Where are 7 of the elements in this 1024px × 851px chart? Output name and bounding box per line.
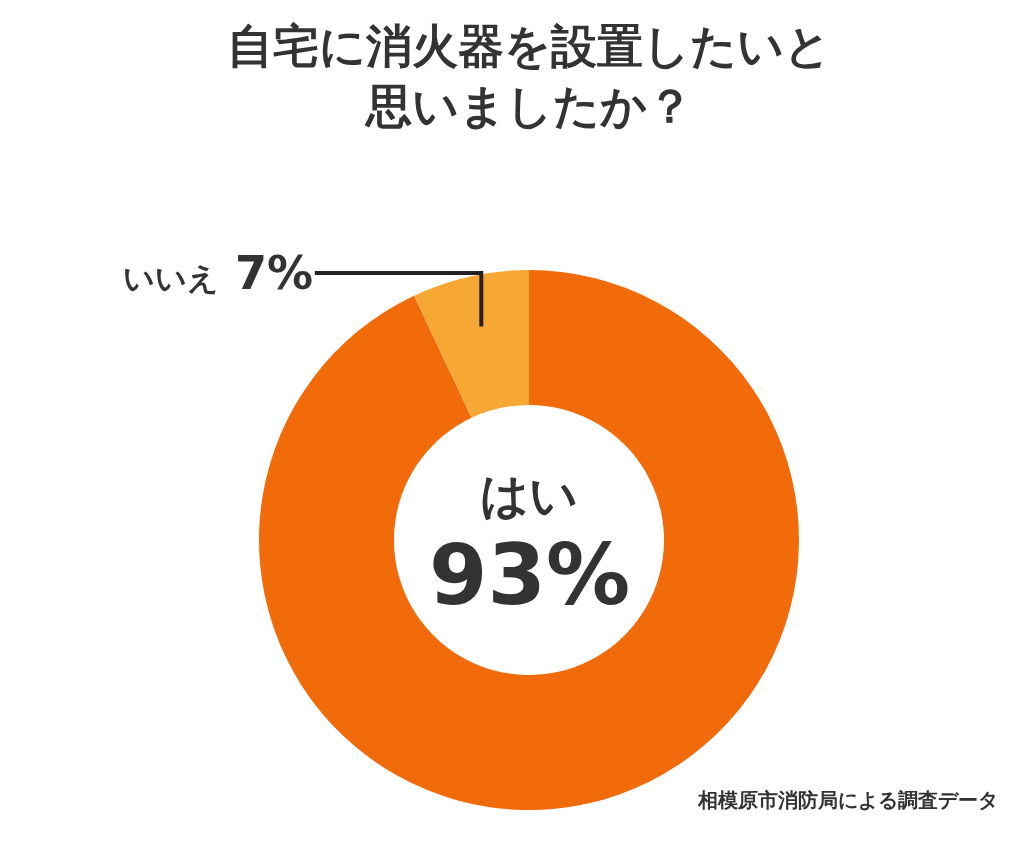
data-label: 93% [429,526,631,624]
slice-label: いいえ [123,260,219,296]
text: 相模原市消防局による調査データ [697,788,998,812]
donut-slice [414,270,529,418]
chart-title: 自宅に消火器を設置したいと思いましたか？ [227,19,831,133]
data-label: 7% [235,246,314,300]
slice-label: はい [480,467,578,523]
